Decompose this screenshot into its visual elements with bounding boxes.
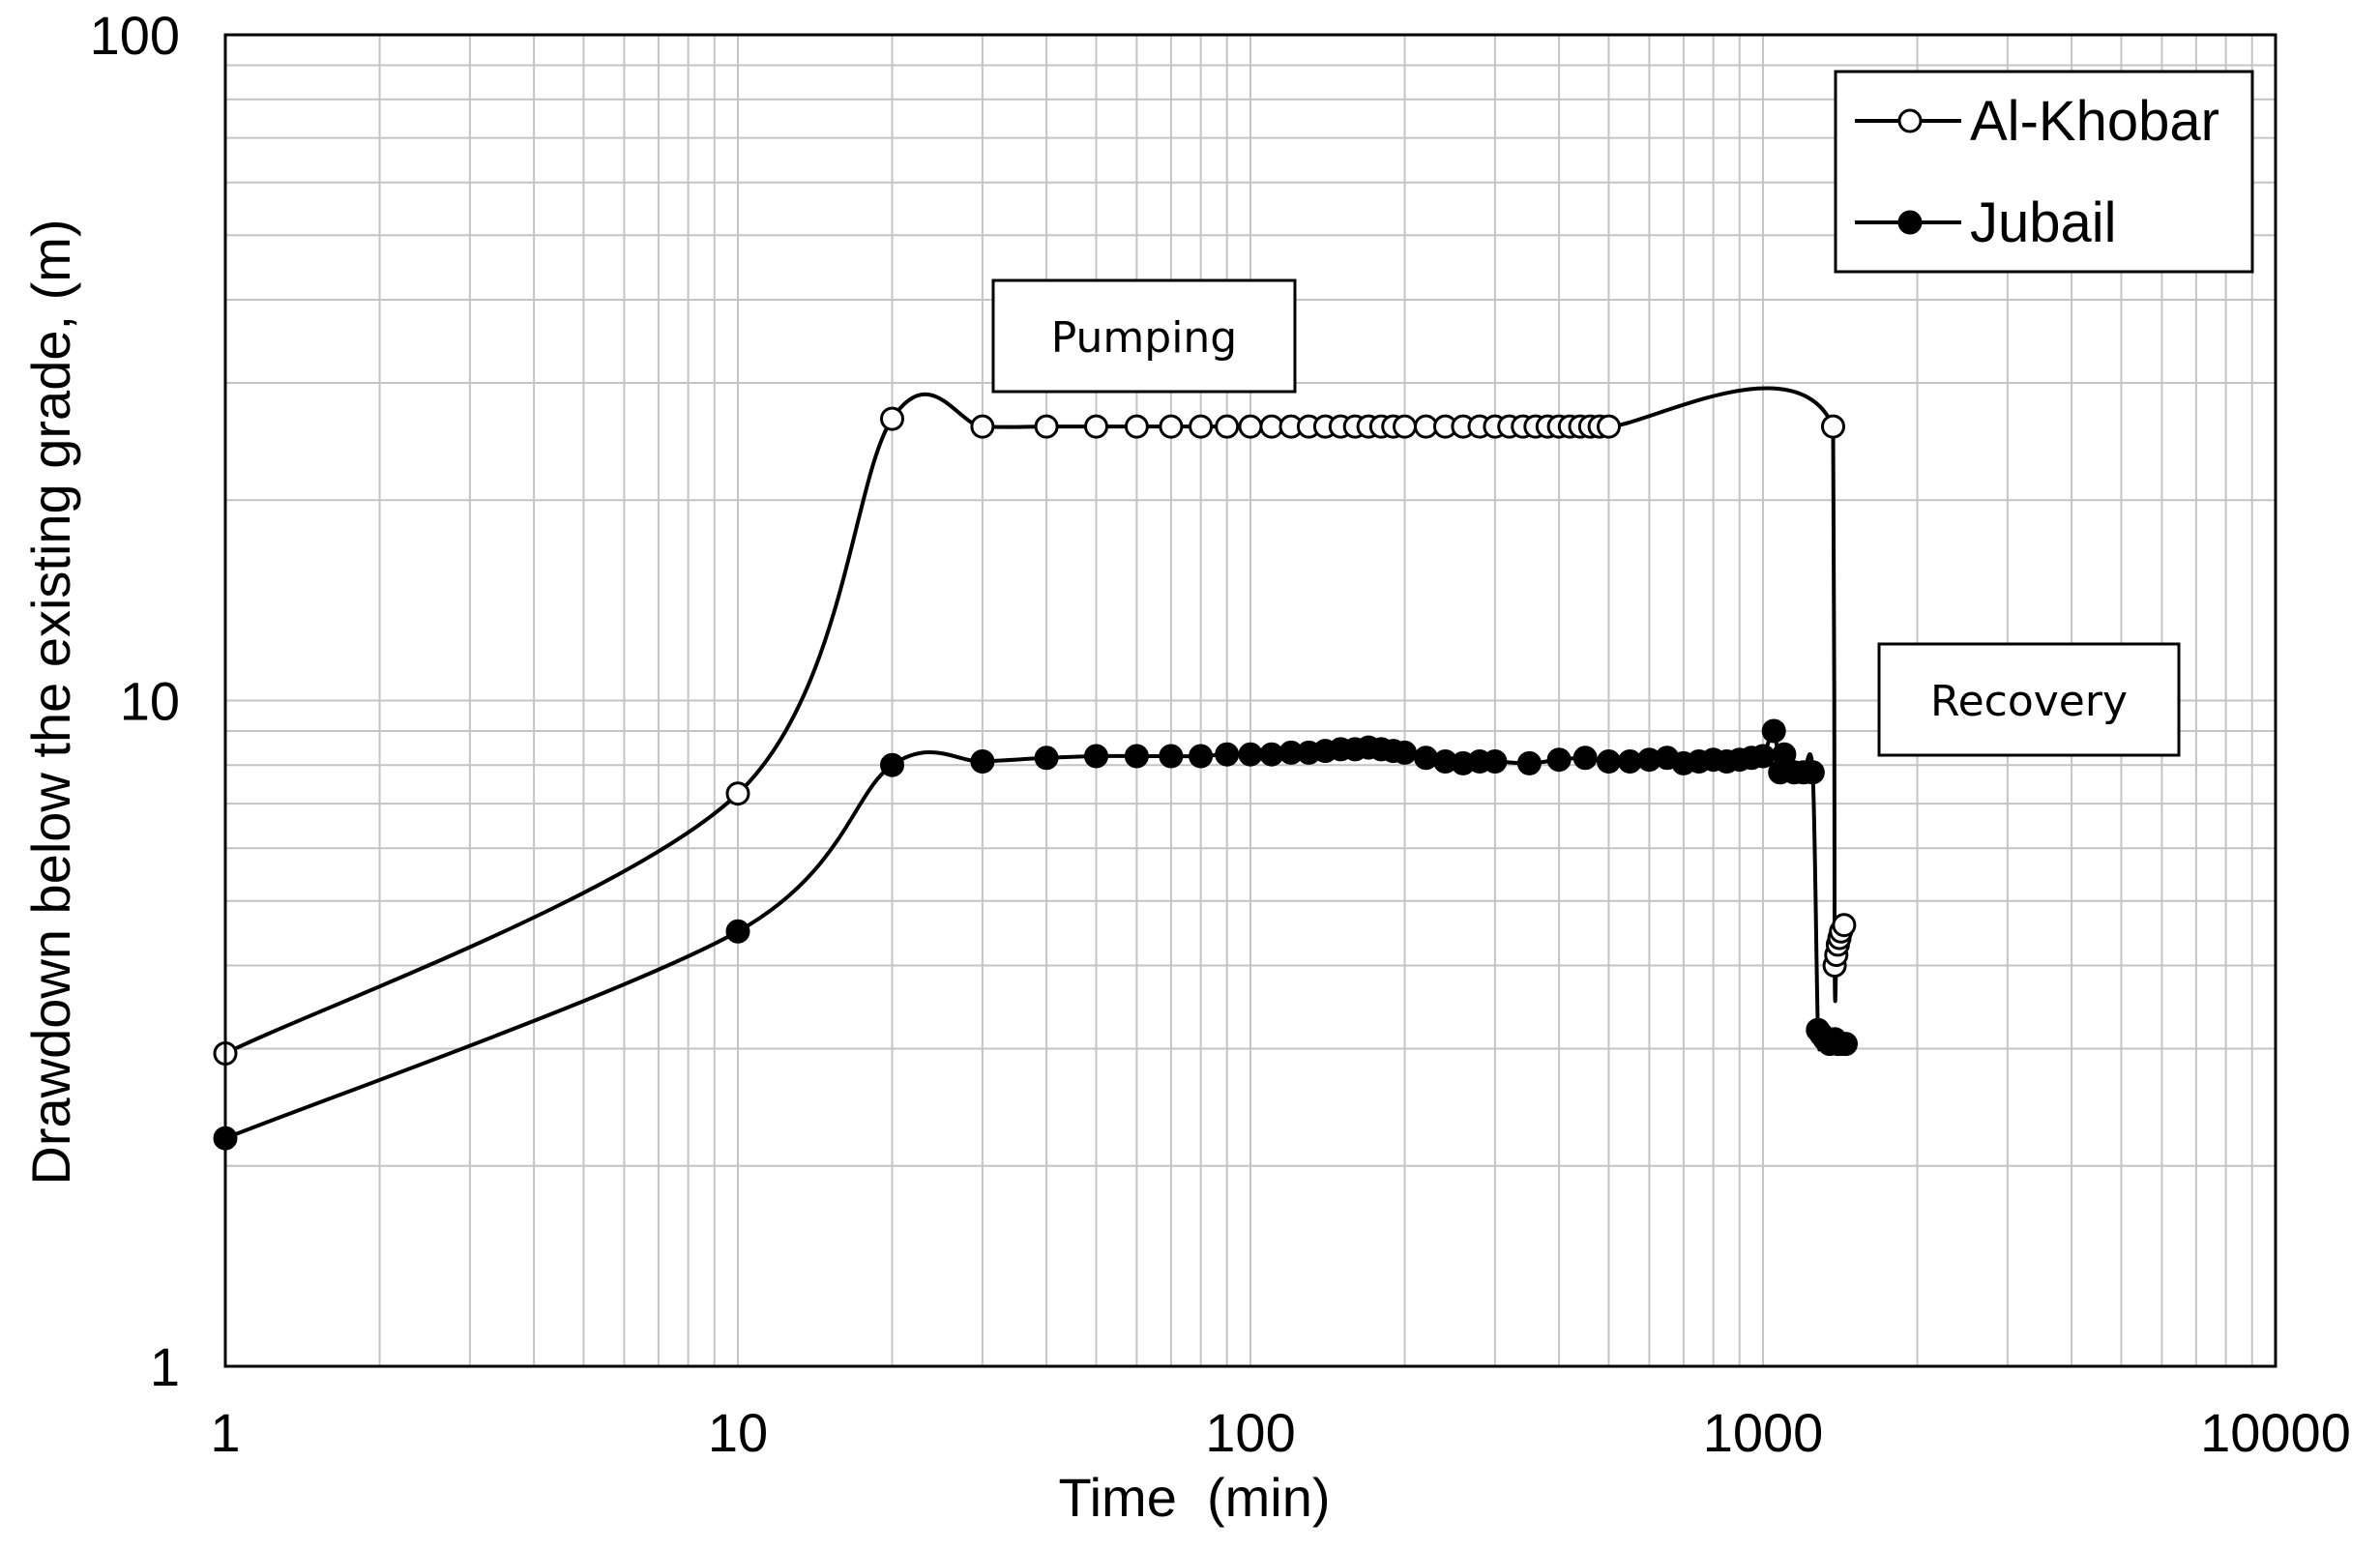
y-tick-label: 1 [150, 1336, 180, 1397]
data-point-jubail [725, 919, 750, 944]
x-tick-label: 1 [210, 1402, 240, 1463]
data-point-jubail [1834, 1032, 1858, 1057]
data-point-al-khobar [1238, 414, 1263, 439]
legend: Al-Khobar Jubail [1834, 70, 2254, 274]
data-point-jubail [1159, 744, 1184, 769]
legend-box [1834, 70, 2254, 274]
data-point-jubail [1259, 742, 1284, 767]
recovery-annotation: Recovery [1877, 642, 2181, 757]
data-point-jubail [1414, 746, 1438, 771]
data-point-jubail [1772, 742, 1797, 767]
legend-label-jubail: Jubail [1970, 191, 2117, 254]
pumping-annotation: Pumping [991, 278, 1297, 394]
data-point-al-khobar [1084, 414, 1108, 439]
data-point-jubail [1761, 718, 1786, 744]
y-axis-title: Drawdown below the existing grade, (m) [20, 219, 81, 1184]
data-point-al-khobar [1159, 414, 1184, 439]
plot-area-frame [223, 33, 2277, 1368]
y-tick-label: 100 [90, 5, 180, 66]
recovery-box [1877, 642, 2181, 757]
data-point-jubail [1124, 744, 1149, 769]
tick-labels: 1 10 100 1000 10000 1 10 100 [90, 5, 2351, 1463]
data-point-jubail [1189, 744, 1214, 769]
series-markers [213, 406, 1858, 1151]
data-point-al-khobar [1189, 414, 1214, 439]
data-point-al-khobar [1597, 414, 1621, 439]
data-point-al-khobar [1124, 414, 1149, 439]
x-tick-label: 10 [708, 1402, 768, 1463]
data-point-jubail [1084, 744, 1108, 769]
data-point-jubail [1238, 742, 1263, 767]
data-point-al-khobar [880, 406, 904, 431]
recovery-label: Recovery [1930, 677, 2128, 726]
data-point-al-khobar [1034, 414, 1059, 439]
legend-entry-al-khobar: Al-Khobar [1855, 90, 2219, 153]
x-tick-label: 10000 [2200, 1402, 2351, 1463]
data-point-jubail [1572, 746, 1598, 771]
data-point-jubail [1215, 742, 1240, 767]
grid [225, 35, 2276, 1366]
data-point-al-khobar [1832, 913, 1857, 938]
data-point-jubail [1800, 760, 1825, 785]
data-point-al-khobar [1215, 414, 1240, 439]
data-point-jubail [1546, 747, 1572, 773]
data-point-jubail [1597, 749, 1621, 774]
y-tick-label: 10 [120, 671, 180, 732]
data-point-al-khobar [1821, 414, 1845, 439]
data-point-al-khobar [725, 781, 750, 806]
legend-marker-jubail [1897, 210, 1923, 235]
data-point-jubail [1516, 750, 1542, 775]
pumping-box [991, 278, 1297, 394]
x-axis-title: Time (min) [1058, 1467, 1330, 1528]
x-tick-label: 1000 [1703, 1402, 1824, 1463]
data-point-jubail [1393, 740, 1417, 765]
data-point-jubail [1750, 744, 1776, 769]
data-point-jubail [1034, 746, 1059, 771]
data-point-al-khobar [1393, 414, 1417, 439]
legend-marker-al-khobar [1897, 108, 1923, 133]
legend-entry-jubail: Jubail [1855, 191, 2117, 254]
data-point-jubail [970, 749, 995, 774]
x-tick-label: 100 [1205, 1402, 1295, 1463]
data-point-jubail [880, 752, 904, 777]
data-point-jubail [1483, 749, 1508, 774]
legend-label-al-khobar: Al-Khobar [1970, 90, 2219, 153]
data-point-al-khobar [970, 414, 995, 439]
pumping-label: Pumping [1051, 313, 1237, 363]
